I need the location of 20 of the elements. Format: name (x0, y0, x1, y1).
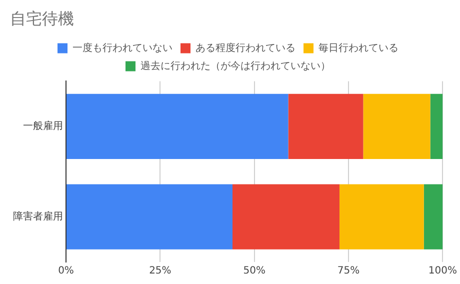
bar (339, 184, 424, 250)
legend-label: 毎日行われている (318, 42, 398, 54)
legend-label: 過去に行われた（が今は行われていない） (140, 60, 330, 72)
bar (66, 184, 233, 250)
bar (430, 94, 443, 159)
x-tick-label: 75% (337, 266, 360, 277)
x-tick-label: 100% (428, 266, 457, 277)
bar (232, 184, 340, 250)
bar (424, 184, 443, 250)
x-tick-label: 50% (243, 266, 266, 277)
y-tick-label: 一般雇用 (23, 120, 63, 132)
bar (288, 94, 364, 159)
y-tick-label: 障害者雇用 (13, 210, 63, 222)
chart-title: 自宅待機 (10, 8, 74, 28)
bar (363, 94, 430, 159)
bar (66, 94, 288, 159)
legend-label: ある程度行われている (196, 42, 296, 54)
x-tick-label: 25% (149, 266, 172, 277)
x-tick-label: 0% (58, 266, 74, 277)
legend-label: 一度も行われていない (72, 42, 172, 54)
